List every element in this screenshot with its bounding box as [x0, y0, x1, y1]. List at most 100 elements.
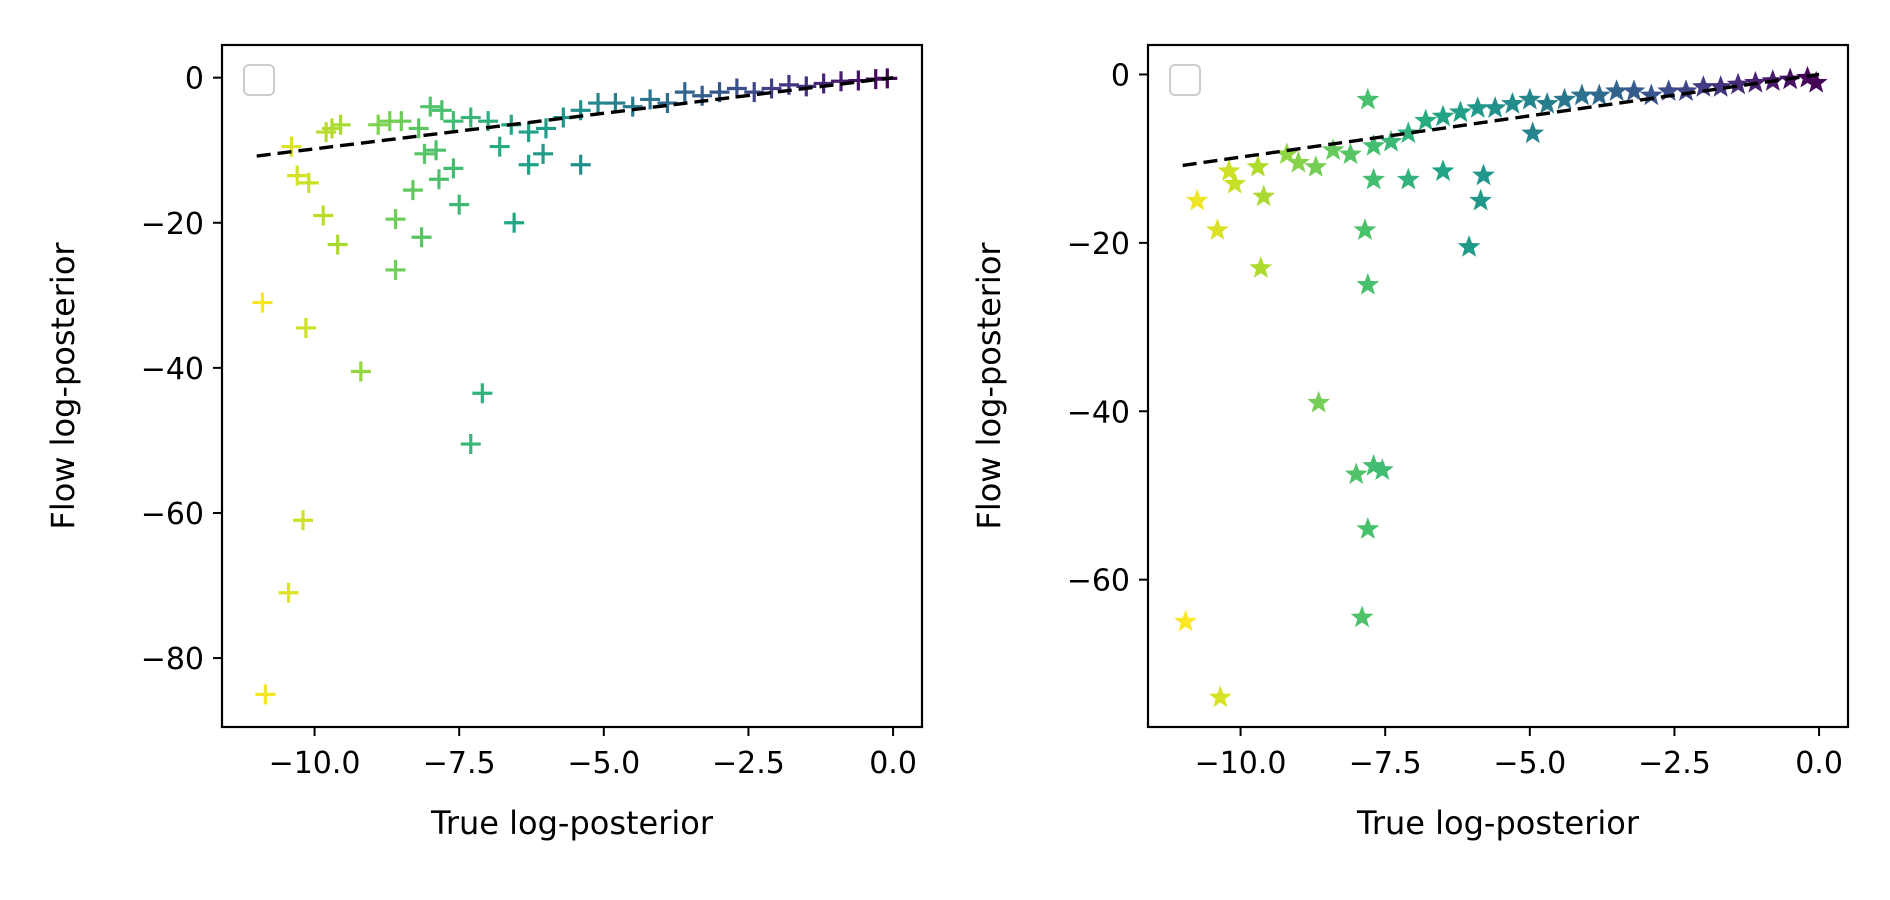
data-point-star	[1726, 72, 1750, 95]
plot-frame	[220, 43, 924, 729]
data-point-plus	[327, 234, 348, 255]
data-point-star	[1362, 453, 1386, 476]
data-point-star	[1804, 70, 1828, 93]
right-scatter-panel: −10.0 −7.5 −5.0 −2.5 0.0 0 −20 −40 −60 True log-p…	[970, 43, 1850, 842]
data-point-star	[1206, 218, 1229, 240]
data-point-plus	[831, 71, 852, 92]
data-point-plus	[330, 114, 351, 135]
data-point-star	[1396, 167, 1420, 190]
y-tick-label: 0	[1111, 58, 1130, 93]
data-point-plus	[414, 143, 435, 164]
data-point-star	[1287, 150, 1310, 173]
dashed-reference-line	[256, 75, 894, 158]
data-point-star	[1246, 155, 1270, 177]
data-point-plus	[350, 361, 371, 382]
data-point-plus	[316, 122, 337, 143]
data-point-plus	[570, 154, 591, 175]
y-tick-label: −40	[141, 352, 204, 387]
x-tick-label: −2.5	[712, 746, 785, 781]
data-point-plus	[796, 76, 817, 97]
x-tick-label: −10.0	[1195, 746, 1287, 781]
x-tick-label: −7.5	[423, 746, 496, 781]
data-point-star	[1370, 458, 1394, 480]
data-point-plus	[504, 212, 525, 233]
data-point-star	[1587, 83, 1611, 106]
data-point-plus	[518, 122, 539, 143]
data-point-star	[1379, 129, 1403, 152]
data-point-star	[1466, 96, 1490, 118]
data-point-star	[1339, 142, 1362, 165]
data-point-plus	[295, 317, 316, 338]
data-point-star	[1639, 83, 1663, 106]
data-point-plus	[605, 93, 626, 114]
data-point-plus	[298, 172, 319, 193]
x-tick-label: 0.0	[1795, 746, 1843, 781]
data-point-star	[1356, 87, 1380, 110]
data-point-star	[1521, 121, 1545, 144]
data-point-star	[1252, 184, 1276, 207]
data-point-plus	[674, 82, 695, 103]
y-tick-label: −20	[141, 207, 204, 242]
data-point-plus	[449, 194, 470, 215]
data-point-star	[1448, 100, 1472, 123]
data-point-star	[1691, 75, 1715, 97]
y-axis-label: Flow log-posterior	[970, 242, 1008, 530]
data-point-star	[1570, 83, 1594, 106]
data-point-star	[1483, 96, 1507, 118]
data-point-star	[1431, 159, 1455, 181]
x-tick-label: −5.0	[567, 746, 640, 781]
data-point-plus	[533, 143, 554, 164]
data-point-star	[1350, 605, 1374, 628]
data-point-plus	[431, 100, 452, 121]
data-point-star	[1518, 87, 1542, 110]
x-axis-label: True log-posterior	[430, 804, 714, 842]
data-point-plus	[368, 114, 389, 135]
plot-frame	[1146, 43, 1850, 729]
data-point-plus	[443, 158, 464, 179]
data-point-plus	[278, 582, 299, 603]
legend-box	[243, 64, 275, 96]
y-tick-label: −40	[1067, 395, 1130, 430]
data-point-plus	[744, 82, 765, 103]
data-point-plus	[472, 383, 493, 404]
data-point-plus	[292, 510, 313, 531]
data-point-plus	[588, 93, 609, 114]
data-point-star	[1457, 235, 1481, 257]
data-point-plus	[460, 107, 481, 128]
data-point-plus	[443, 111, 464, 132]
data-point-star	[1356, 517, 1380, 539]
x-tick-label: −10.0	[269, 746, 361, 781]
x-axis-label: True log-posterior	[1356, 804, 1640, 842]
data-point-star	[1223, 171, 1247, 194]
data-point-star	[1553, 87, 1576, 110]
left-scatter-panel: −10.0 −7.5 −5.0 −2.5 0.0 0 −20 −40 −60 −80 True lo…	[44, 43, 924, 842]
legend-box	[1169, 64, 1201, 96]
y-tick-label: −60	[1067, 564, 1130, 599]
y-axis-label: Flow log-posterior	[44, 242, 82, 530]
data-point-plus	[252, 292, 273, 313]
data-point-plus	[420, 96, 441, 117]
data-point-plus	[761, 78, 782, 99]
dashed-reference-line	[1182, 72, 1820, 168]
data-point-plus	[426, 140, 447, 161]
data-point-star	[1535, 91, 1559, 114]
data-point-star	[1469, 188, 1493, 211]
data-point-star	[1344, 462, 1368, 485]
data-point-star	[1304, 155, 1328, 177]
x-tick-label: −2.5	[1638, 746, 1711, 781]
data-point-star	[1174, 609, 1198, 632]
y-tick-label: −80	[141, 642, 204, 677]
data-point-plus	[622, 96, 643, 117]
data-point-star	[1217, 159, 1241, 181]
x-tick-label: −5.0	[1493, 746, 1566, 781]
y-tick-label: −60	[141, 497, 204, 532]
data-point-star	[1674, 79, 1698, 102]
x-tick-label: −7.5	[1349, 746, 1422, 781]
data-point-star	[1275, 142, 1299, 165]
data-point-plus	[535, 118, 556, 139]
y-tick-label: −20	[1067, 227, 1130, 262]
data-point-plus	[489, 136, 510, 157]
data-point-star	[1605, 79, 1629, 102]
data-point-star	[1208, 685, 1232, 708]
data-point-plus	[385, 209, 406, 230]
